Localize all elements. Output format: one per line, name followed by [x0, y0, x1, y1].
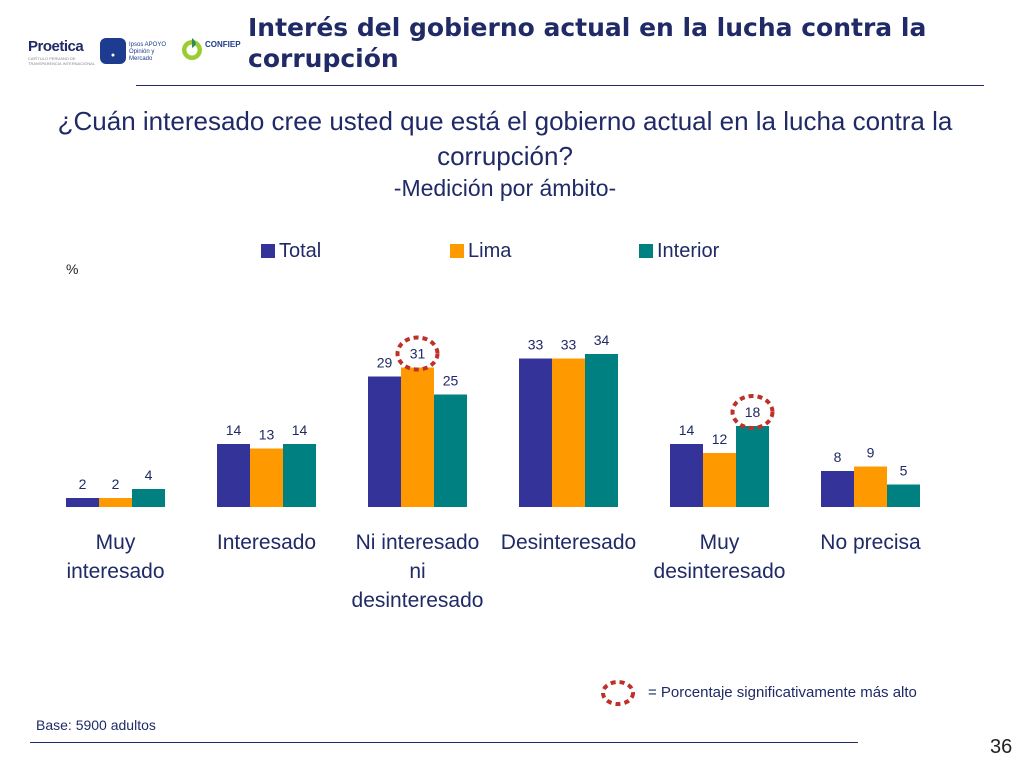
bar-interior-ni-interesado-ni-desinteresado	[434, 394, 467, 507]
bar-total-muy-interesado	[66, 498, 99, 507]
bar-total-ni-interesado-ni-desinteresado	[368, 376, 401, 507]
bar-total-no-precisa	[821, 471, 854, 507]
ipsos-logo-subtext: Opinión y Mercado	[129, 49, 155, 62]
bar-total-desinteresado	[519, 358, 552, 507]
bar-interior-muy-desinteresado	[736, 426, 769, 507]
chart-subtitle: -Medición por ámbito-	[393, 175, 617, 201]
legend-item-lima: Lima	[450, 238, 511, 264]
data-label-lima-interesado: 13	[259, 427, 275, 443]
footer-divider	[30, 742, 858, 743]
category-label-interesado: Interesado	[216, 531, 317, 554]
base-footnote: Base: 5900 adultos	[36, 717, 156, 733]
confiep-logo-text: CONFIEP	[205, 40, 241, 49]
category-label-desinteresado: Desinteresado	[500, 531, 637, 554]
legend-swatch-total	[261, 244, 275, 258]
bar-total-muy-desinteresado	[670, 444, 703, 507]
bar-lima-interesado	[250, 448, 283, 507]
bar-lima-no-precisa	[854, 466, 887, 507]
bar-interior-interesado	[283, 444, 316, 507]
category-label-ni-interesado-ni-desinteresado: Ni interesado ni desinteresado	[351, 531, 484, 612]
data-label-lima-muy-interesado: 2	[112, 476, 120, 492]
page-title: Interés del gobierno actual en la lucha …	[248, 13, 927, 73]
bar-lima-muy-desinteresado	[703, 453, 736, 507]
confiep-leaf-icon	[182, 38, 202, 60]
ipsos-badge-icon: ●	[100, 38, 126, 64]
data-label-interior-no-precisa: 5	[900, 463, 908, 479]
data-label-lima-desinteresado: 33	[561, 337, 577, 353]
data-label-interior-desinteresado: 34	[594, 332, 610, 348]
title-divider	[136, 85, 984, 86]
ipsos-logo-text: Ipsos APOYO	[129, 42, 167, 48]
proetica-logo: Proetica CAPÍTULO PERUANO DE TRANSPARENC…	[28, 38, 98, 70]
legend-item-total: Total	[261, 238, 321, 264]
data-label-total-muy-desinteresado: 14	[679, 422, 695, 438]
dashed-circle-icon	[601, 680, 635, 706]
bar-lima-desinteresado	[552, 358, 585, 507]
bar-interior-muy-interesado	[132, 489, 165, 507]
data-label-total-interesado: 14	[226, 422, 242, 438]
category-label-muy-interesado: Muy interesado	[66, 531, 165, 583]
data-label-total-muy-interesado: 2	[79, 476, 87, 492]
legend-label-total: Total	[279, 240, 322, 262]
bar-total-interesado	[217, 444, 250, 507]
ipsos-logo: ● Ipsos APOYO Opinión y Mercado	[100, 38, 176, 66]
y-unit-label: %	[66, 261, 79, 277]
legend-label-interior: Interior	[657, 240, 720, 262]
bar-interior-no-precisa	[887, 484, 920, 507]
confiep-logo: CONFIEP	[178, 36, 248, 64]
data-label-lima-ni-interesado-ni-desinteresado: 31	[410, 346, 426, 362]
data-label-total-desinteresado: 33	[528, 337, 544, 353]
data-label-total-no-precisa: 8	[834, 449, 842, 465]
legend-label-lima: Lima	[468, 240, 512, 262]
bar-interior-desinteresado	[585, 354, 618, 507]
page-number: 36	[990, 736, 1013, 758]
data-label-interior-ni-interesado-ni-desinteresado: 25	[443, 373, 459, 389]
bar-lima-ni-interesado-ni-desinteresado	[401, 367, 434, 507]
highlight-ring-interior-muy-desinteresado	[730, 394, 775, 430]
category-label-no-precisa: No precisa	[820, 531, 921, 554]
proetica-logo-subtext: CAPÍTULO PERUANO DE TRANSPARENCIA INTERN…	[28, 56, 96, 66]
bar-lima-muy-interesado	[99, 498, 132, 507]
proetica-logo-text: Proetica	[28, 38, 84, 55]
legend-swatch-lima	[450, 244, 464, 258]
data-label-lima-muy-desinteresado: 12	[712, 431, 728, 447]
chart-question: ¿Cuán interesado cree usted que está el …	[57, 106, 953, 171]
legend-item-interior: Interior	[639, 238, 719, 264]
legend-swatch-interior	[639, 244, 653, 258]
data-label-interior-interesado: 14	[292, 422, 308, 438]
data-label-interior-muy-interesado: 4	[145, 467, 153, 483]
data-label-interior-muy-desinteresado: 18	[745, 404, 761, 420]
data-label-lima-no-precisa: 9	[867, 445, 875, 461]
data-label-total-ni-interesado-ni-desinteresado: 29	[377, 355, 393, 371]
category-label-muy-desinteresado: Muy desinteresado	[653, 531, 786, 583]
highlight-ring-lima-ni-interesado-ni-desinteresado	[395, 335, 440, 372]
significance-note-text: = Porcentaje significativamente más alto	[648, 684, 917, 701]
